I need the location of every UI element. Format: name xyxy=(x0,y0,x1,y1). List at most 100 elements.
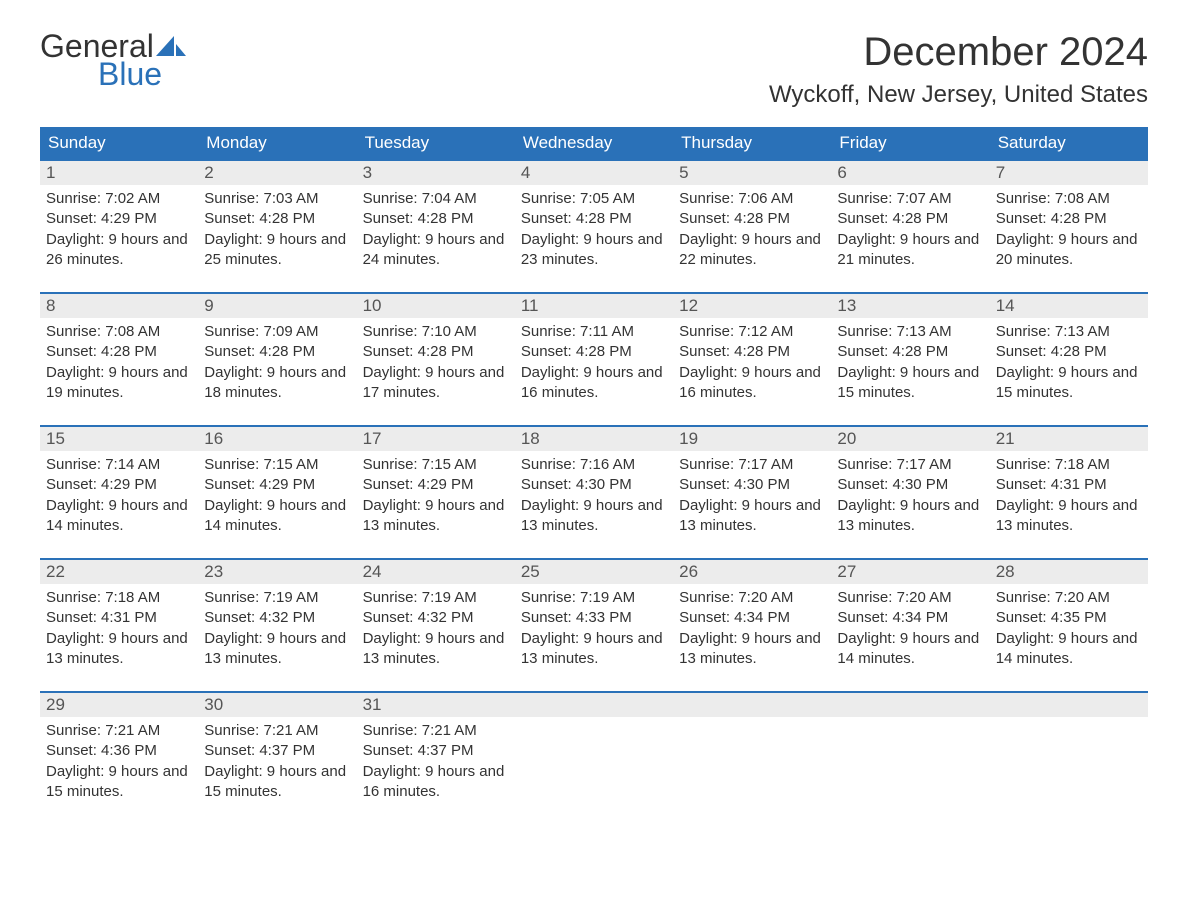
day-body: Sunrise: 7:08 AMSunset: 4:28 PMDaylight:… xyxy=(40,318,198,425)
sunrise-line: Sunrise: 7:09 AM xyxy=(204,322,350,342)
day-body: Sunrise: 7:14 AMSunset: 4:29 PMDaylight:… xyxy=(40,451,198,558)
day-body: Sunrise: 7:03 AMSunset: 4:28 PMDaylight:… xyxy=(198,185,356,292)
sunset-line: Sunset: 4:33 PM xyxy=(521,608,667,628)
day-number: 30 xyxy=(198,693,356,717)
daylight-line: Daylight: 9 hours and 18 minutes. xyxy=(204,363,350,404)
daylight-line: Daylight: 9 hours and 21 minutes. xyxy=(837,230,983,271)
sunrise-line: Sunrise: 7:13 AM xyxy=(837,322,983,342)
day-number: 13 xyxy=(831,294,989,318)
day-body: Sunrise: 7:06 AMSunset: 4:28 PMDaylight:… xyxy=(673,185,831,292)
day-number: 24 xyxy=(357,560,515,584)
daylight-line: Daylight: 9 hours and 16 minutes. xyxy=(679,363,825,404)
sunset-line: Sunset: 4:29 PM xyxy=(46,209,192,229)
day-cell: 6Sunrise: 7:07 AMSunset: 4:28 PMDaylight… xyxy=(831,160,989,293)
day-number: 21 xyxy=(990,427,1148,451)
daylight-line: Daylight: 9 hours and 13 minutes. xyxy=(996,496,1142,537)
sunrise-line: Sunrise: 7:14 AM xyxy=(46,455,192,475)
day-cell: 17Sunrise: 7:15 AMSunset: 4:29 PMDayligh… xyxy=(357,426,515,559)
daylight-line: Daylight: 9 hours and 24 minutes. xyxy=(363,230,509,271)
day-cell xyxy=(990,692,1148,824)
sunset-line: Sunset: 4:32 PM xyxy=(204,608,350,628)
day-number: 1 xyxy=(40,161,198,185)
month-title: December 2024 xyxy=(769,30,1148,75)
calendar-table: Sunday Monday Tuesday Wednesday Thursday… xyxy=(40,127,1148,824)
sunrise-line: Sunrise: 7:10 AM xyxy=(363,322,509,342)
sunset-line: Sunset: 4:37 PM xyxy=(363,741,509,761)
sunrise-line: Sunrise: 7:02 AM xyxy=(46,189,192,209)
daylight-line: Daylight: 9 hours and 13 minutes. xyxy=(679,496,825,537)
day-number: 9 xyxy=(198,294,356,318)
sunrise-line: Sunrise: 7:06 AM xyxy=(679,189,825,209)
sunset-line: Sunset: 4:29 PM xyxy=(204,475,350,495)
day-cell: 24Sunrise: 7:19 AMSunset: 4:32 PMDayligh… xyxy=(357,559,515,692)
daylight-line: Daylight: 9 hours and 26 minutes. xyxy=(46,230,192,271)
daylight-line: Daylight: 9 hours and 19 minutes. xyxy=(46,363,192,404)
day-number: 17 xyxy=(357,427,515,451)
sunset-line: Sunset: 4:28 PM xyxy=(837,342,983,362)
day-cell xyxy=(831,692,989,824)
dow-row: Sunday Monday Tuesday Wednesday Thursday… xyxy=(40,127,1148,160)
day-body: Sunrise: 7:13 AMSunset: 4:28 PMDaylight:… xyxy=(990,318,1148,425)
day-cell: 31Sunrise: 7:21 AMSunset: 4:37 PMDayligh… xyxy=(357,692,515,824)
calendar-body: 1Sunrise: 7:02 AMSunset: 4:29 PMDaylight… xyxy=(40,160,1148,824)
sunrise-line: Sunrise: 7:03 AM xyxy=(204,189,350,209)
day-cell: 7Sunrise: 7:08 AMSunset: 4:28 PMDaylight… xyxy=(990,160,1148,293)
day-body: Sunrise: 7:09 AMSunset: 4:28 PMDaylight:… xyxy=(198,318,356,425)
sunrise-line: Sunrise: 7:20 AM xyxy=(679,588,825,608)
sunrise-line: Sunrise: 7:08 AM xyxy=(46,322,192,342)
daylight-line: Daylight: 9 hours and 25 minutes. xyxy=(204,230,350,271)
logo-word-blue: Blue xyxy=(98,58,186,90)
logo: General Blue xyxy=(40,30,186,90)
daylight-line: Daylight: 9 hours and 15 minutes. xyxy=(204,762,350,803)
day-number: 27 xyxy=(831,560,989,584)
daylight-line: Daylight: 9 hours and 13 minutes. xyxy=(837,496,983,537)
sunrise-line: Sunrise: 7:12 AM xyxy=(679,322,825,342)
sunset-line: Sunset: 4:32 PM xyxy=(363,608,509,628)
day-body: Sunrise: 7:17 AMSunset: 4:30 PMDaylight:… xyxy=(831,451,989,558)
sunset-line: Sunset: 4:28 PM xyxy=(521,209,667,229)
week-row: 15Sunrise: 7:14 AMSunset: 4:29 PMDayligh… xyxy=(40,426,1148,559)
day-body: Sunrise: 7:19 AMSunset: 4:32 PMDaylight:… xyxy=(357,584,515,691)
daylight-line: Daylight: 9 hours and 13 minutes. xyxy=(204,629,350,670)
day-number: 28 xyxy=(990,560,1148,584)
day-number: 8 xyxy=(40,294,198,318)
day-cell: 5Sunrise: 7:06 AMSunset: 4:28 PMDaylight… xyxy=(673,160,831,293)
header: General Blue December 2024 Wyckoff, New … xyxy=(40,30,1148,119)
sunset-line: Sunset: 4:29 PM xyxy=(46,475,192,495)
day-cell xyxy=(515,692,673,824)
sunset-line: Sunset: 4:28 PM xyxy=(837,209,983,229)
dow-thursday: Thursday xyxy=(673,127,831,160)
sunset-line: Sunset: 4:28 PM xyxy=(363,209,509,229)
week-row: 22Sunrise: 7:18 AMSunset: 4:31 PMDayligh… xyxy=(40,559,1148,692)
day-cell: 30Sunrise: 7:21 AMSunset: 4:37 PMDayligh… xyxy=(198,692,356,824)
day-number: 5 xyxy=(673,161,831,185)
day-body: Sunrise: 7:02 AMSunset: 4:29 PMDaylight:… xyxy=(40,185,198,292)
day-body: Sunrise: 7:19 AMSunset: 4:33 PMDaylight:… xyxy=(515,584,673,691)
sunrise-line: Sunrise: 7:13 AM xyxy=(996,322,1142,342)
day-number: 31 xyxy=(357,693,515,717)
day-number: 15 xyxy=(40,427,198,451)
sunrise-line: Sunrise: 7:08 AM xyxy=(996,189,1142,209)
sunset-line: Sunset: 4:29 PM xyxy=(363,475,509,495)
day-number: 20 xyxy=(831,427,989,451)
day-cell: 19Sunrise: 7:17 AMSunset: 4:30 PMDayligh… xyxy=(673,426,831,559)
day-number: 22 xyxy=(40,560,198,584)
location: Wyckoff, New Jersey, United States xyxy=(769,81,1148,109)
day-cell: 23Sunrise: 7:19 AMSunset: 4:32 PMDayligh… xyxy=(198,559,356,692)
day-number: 19 xyxy=(673,427,831,451)
sunset-line: Sunset: 4:31 PM xyxy=(996,475,1142,495)
day-cell: 16Sunrise: 7:15 AMSunset: 4:29 PMDayligh… xyxy=(198,426,356,559)
day-body: Sunrise: 7:15 AMSunset: 4:29 PMDaylight:… xyxy=(198,451,356,558)
sunrise-line: Sunrise: 7:15 AM xyxy=(363,455,509,475)
day-number: 29 xyxy=(40,693,198,717)
week-row: 1Sunrise: 7:02 AMSunset: 4:29 PMDaylight… xyxy=(40,160,1148,293)
sunrise-line: Sunrise: 7:17 AM xyxy=(837,455,983,475)
day-cell: 25Sunrise: 7:19 AMSunset: 4:33 PMDayligh… xyxy=(515,559,673,692)
week-row: 8Sunrise: 7:08 AMSunset: 4:28 PMDaylight… xyxy=(40,293,1148,426)
day-body: Sunrise: 7:04 AMSunset: 4:28 PMDaylight:… xyxy=(357,185,515,292)
sunset-line: Sunset: 4:28 PM xyxy=(996,209,1142,229)
day-cell: 29Sunrise: 7:21 AMSunset: 4:36 PMDayligh… xyxy=(40,692,198,824)
day-body: Sunrise: 7:21 AMSunset: 4:37 PMDaylight:… xyxy=(357,717,515,824)
day-body: Sunrise: 7:07 AMSunset: 4:28 PMDaylight:… xyxy=(831,185,989,292)
day-number: 25 xyxy=(515,560,673,584)
